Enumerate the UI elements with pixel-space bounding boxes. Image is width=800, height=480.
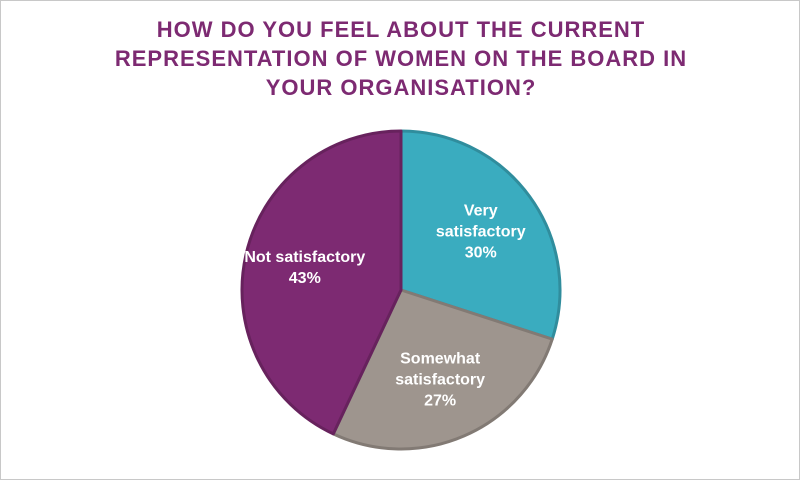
pie-slice [399,129,562,341]
category-label: Very satisfactory [435,202,526,241]
slice-label: Somewhat satisfactory 27% [378,349,503,412]
pie-slice [240,129,403,436]
category-label: Not satisfactory [244,249,366,267]
chart-title: HOW DO YOU FEEL ABOUT THE CURRENT REPRES… [114,17,688,100]
value-label: 30% [464,244,497,262]
slice-label: Very satisfactory 30% [426,201,536,264]
pie-slice [331,288,554,451]
slice-label: Not satisfactory 43% [230,247,380,289]
value-label: 43% [288,270,321,288]
value-label: 27% [424,392,457,410]
category-label: Somewhat satisfactory [395,350,486,389]
